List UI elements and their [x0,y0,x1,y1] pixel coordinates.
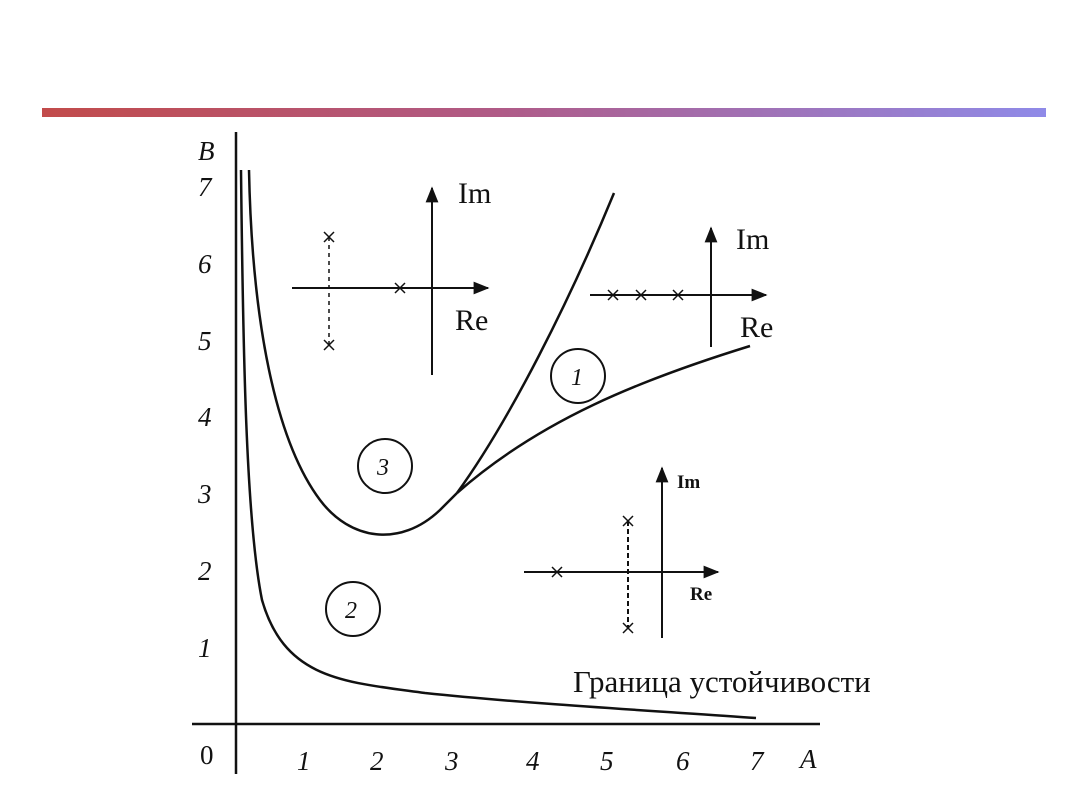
pole-plane-upper-left: Im Re [292,177,491,375]
y-axis-name: B [198,136,215,166]
x-tick-label: 1 [297,746,311,776]
pole-marker [323,231,335,243]
y-tick-label: 4 [198,402,212,432]
region-2-marker: 2 [325,581,381,637]
region-1-label: 1 [571,365,583,391]
im-axis-label: Im [677,472,700,493]
stability-boundary-caption: Граница устойчивости [573,664,871,699]
x-tick-label: 7 [750,746,765,776]
im-axis-label: Im [458,177,491,210]
pole-marker [607,289,619,301]
pole-marker [622,515,634,527]
origin-label: 0 [200,740,214,770]
region-1-marker: 1 [550,348,606,404]
pole-marker [323,339,335,351]
upper-boundary-curve [247,169,458,536]
pole-marker [622,622,634,634]
x-axis-name: A [798,744,817,774]
region-1-upper-curve [455,192,616,494]
pole-marker [394,282,406,294]
x-tick-label: 6 [676,746,690,776]
y-tick-label: 6 [198,249,212,279]
lower-boundary-curve [239,169,757,720]
region-2-label: 2 [345,598,357,624]
x-tick-label: 2 [370,746,384,776]
pole-marker [672,289,684,301]
im-axis-label: Im [736,223,769,256]
region-1-lower-curve [456,344,751,494]
x-tick-label: 3 [444,746,459,776]
y-tick-label: 3 [197,479,212,509]
re-axis-label: Re [455,304,488,337]
x-tick-label: 4 [526,746,540,776]
x-tick-label: 5 [600,746,614,776]
re-axis-label: Re [740,311,773,344]
y-tick-label: 2 [198,556,212,586]
region-3-label: 3 [376,455,389,481]
region-3-marker: 3 [357,438,413,494]
pole-marker [551,566,563,578]
y-tick-label: 1 [198,633,212,663]
pole-plane-upper-right: Im Re [590,223,773,347]
y-tick-label: 7 [198,172,213,202]
y-tick-label: 5 [198,326,212,356]
re-axis-label: Re [690,584,712,605]
title-divider-bar [42,108,1046,117]
pole-plane-lower-right: Im Re [524,466,720,638]
pole-marker [635,289,647,301]
